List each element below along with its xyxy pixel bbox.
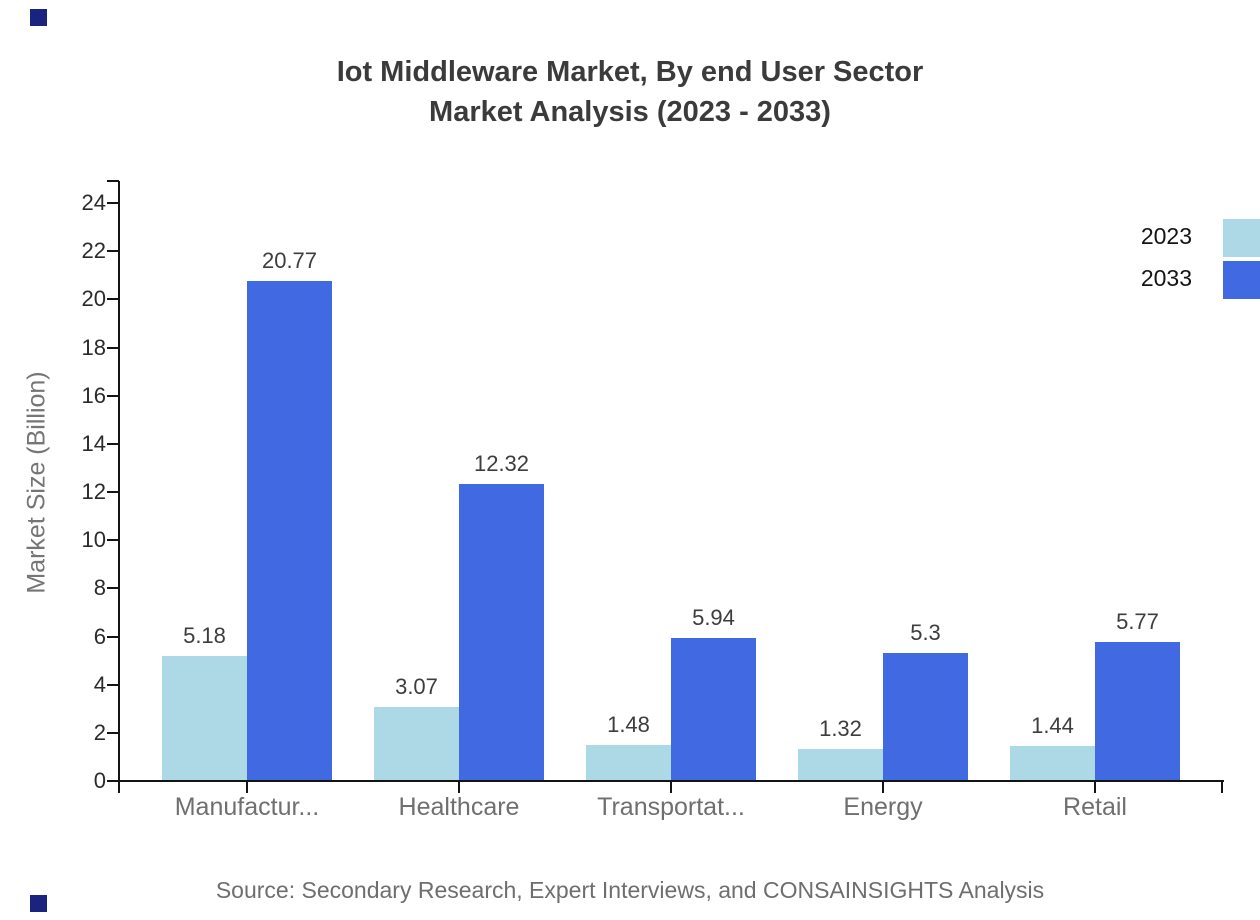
x-category-label-5: Retail bbox=[1063, 793, 1127, 821]
y-tick bbox=[107, 346, 119, 349]
x-tick bbox=[670, 781, 672, 793]
bar-value-label-2023-Healthcare: 3.07 bbox=[395, 674, 438, 699]
bar-value-label-2033-Energy: 5.3 bbox=[910, 620, 941, 645]
y-tick-label: 0 bbox=[93, 768, 106, 793]
bar-value-label-2033-Manufactur...: 20.77 bbox=[261, 248, 318, 273]
x-tick bbox=[118, 781, 120, 793]
y-tick-label: 24 bbox=[81, 190, 106, 215]
x-category-label-1: Manufactur... bbox=[174, 793, 320, 821]
bar-2023-Healthcare bbox=[374, 707, 459, 780]
legend-swatch-2023 bbox=[1223, 219, 1260, 257]
chart-title-line1: Iot Middleware Market, By end User Secto… bbox=[336, 56, 924, 88]
bar-2033-Retail bbox=[1095, 642, 1180, 780]
y-tick bbox=[107, 731, 119, 734]
y-tick bbox=[107, 539, 119, 542]
y-tick-label: 20 bbox=[81, 286, 106, 312]
x-category-label-4: Energy bbox=[843, 793, 923, 821]
y-axis-line bbox=[118, 181, 120, 782]
bar-2023-Energy bbox=[798, 749, 883, 780]
bar-value-label-2033-Healthcare: 12.32 bbox=[473, 451, 530, 476]
source-note: Source: Secondary Research, Expert Inter… bbox=[215, 877, 1045, 903]
y-tick bbox=[107, 442, 119, 445]
bar-value-label-2033-Transportat...: 5.94 bbox=[692, 605, 735, 630]
y-tick bbox=[107, 250, 119, 253]
bar-2033-Transportat... bbox=[671, 638, 756, 780]
bar-value-label-2023-Transportat...: 1.48 bbox=[607, 712, 650, 737]
bar-2023-Transportat... bbox=[586, 745, 671, 780]
y-tick bbox=[107, 298, 119, 301]
y-tick-label: 12 bbox=[81, 479, 106, 504]
x-category-label-2: Healthcare bbox=[398, 793, 520, 821]
bar-2033-Energy bbox=[883, 653, 968, 780]
y-tick bbox=[107, 635, 119, 638]
x-category-label-3: Transportat... bbox=[597, 793, 745, 821]
x-tick bbox=[246, 781, 248, 793]
bar-2033-Manufactur... bbox=[247, 281, 332, 780]
legend-label-2023: 2023 bbox=[1140, 223, 1192, 249]
bar-value-label-2023-Manufactur...: 5.18 bbox=[183, 623, 226, 648]
bar-value-label-2033-Retail: 5.77 bbox=[1116, 609, 1159, 634]
corner-marker-top bbox=[30, 9, 47, 26]
y-tick-label: 8 bbox=[93, 575, 106, 601]
y-tick-label: 10 bbox=[81, 527, 106, 553]
corner-marker-bottom bbox=[30, 895, 47, 912]
y-tick bbox=[107, 491, 119, 493]
y-tick bbox=[107, 202, 119, 204]
legend-swatch-2033 bbox=[1223, 261, 1260, 299]
y-tick bbox=[107, 394, 119, 397]
y-axis-end-cap bbox=[107, 180, 119, 182]
x-tick bbox=[1094, 781, 1096, 793]
x-tick bbox=[882, 781, 884, 793]
chart-title-line2: Market Analysis (2023 - 2033) bbox=[429, 96, 831, 128]
y-tick-label: 4 bbox=[93, 671, 106, 697]
y-tick bbox=[107, 780, 119, 782]
y-tick bbox=[107, 587, 119, 590]
bar-2033-Healthcare bbox=[459, 484, 544, 780]
y-tick-label: 6 bbox=[93, 623, 106, 649]
y-tick-label: 2 bbox=[93, 719, 106, 745]
legend-label-2033: 2033 bbox=[1140, 265, 1192, 291]
y-tick-label: 16 bbox=[81, 382, 106, 408]
x-tick bbox=[458, 781, 460, 793]
bar-2023-Manufactur... bbox=[162, 656, 247, 780]
bar-value-label-2023-Energy: 1.32 bbox=[819, 716, 862, 741]
bar-value-label-2023-Retail: 1.44 bbox=[1031, 713, 1074, 738]
x-tick bbox=[1221, 781, 1223, 793]
bar-2023-Retail bbox=[1010, 746, 1095, 780]
y-tick bbox=[107, 683, 119, 686]
chart-title: Iot Middleware Market, By end User Secto… bbox=[0, 52, 1260, 132]
y-tick-label: 14 bbox=[81, 430, 106, 456]
y-tick-label: 22 bbox=[81, 238, 106, 264]
y-tick-label: 18 bbox=[81, 334, 106, 360]
